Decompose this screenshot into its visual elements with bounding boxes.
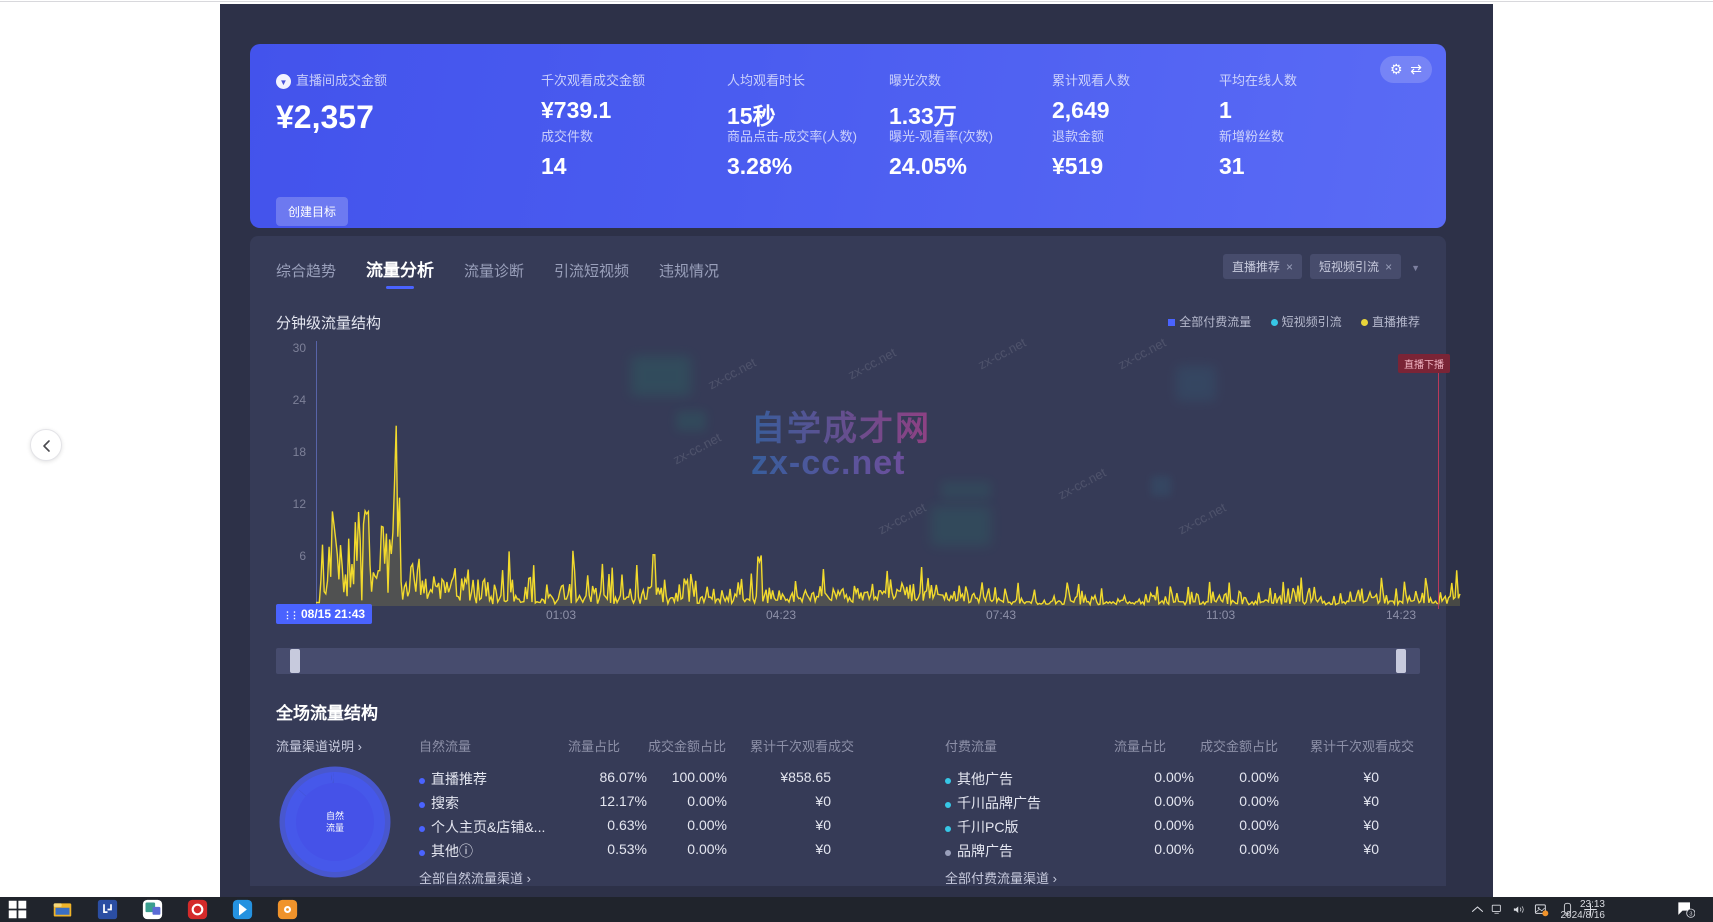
svg-text:流量: 流量 — [326, 822, 344, 833]
svg-text:3: 3 — [1689, 912, 1692, 918]
svg-text:自然: 自然 — [326, 810, 344, 821]
